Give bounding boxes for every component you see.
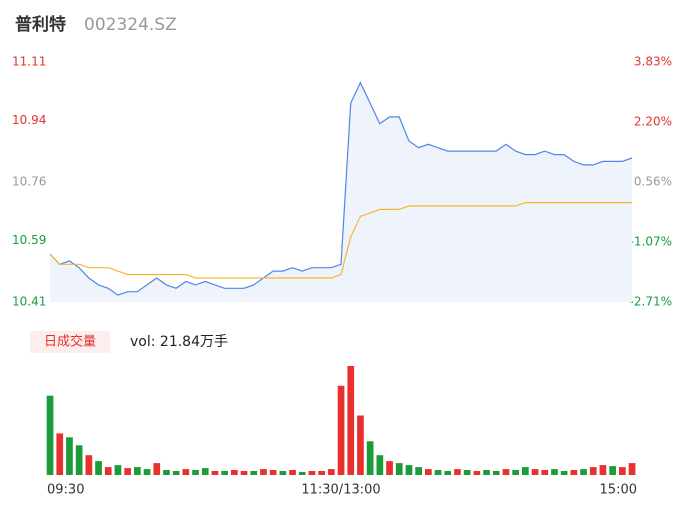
volume-bar [454, 469, 461, 475]
volume-bar [240, 471, 248, 475]
volume-bar [163, 470, 170, 475]
y2-tick-label: 0.56% [634, 175, 672, 189]
volume-bar [434, 470, 442, 475]
y-tick-label: 11.11 [12, 55, 46, 69]
volume-bar [599, 465, 607, 475]
volume-bar [357, 415, 364, 475]
volume-bar [231, 470, 238, 475]
volume-bar [483, 470, 490, 475]
volume-bar [289, 470, 296, 475]
volume-bar [56, 433, 64, 475]
volume-bar [415, 467, 422, 475]
volume-bar [425, 469, 432, 475]
volume-bar [560, 471, 568, 475]
volume-bar [395, 463, 403, 475]
volume-bar [260, 469, 267, 475]
volume-bar [211, 471, 219, 475]
y-tick-label: 10.94 [12, 113, 46, 127]
volume-bar [405, 465, 413, 475]
volume-bar [182, 469, 190, 475]
volume-bar [75, 445, 83, 475]
volume-bar [492, 471, 500, 475]
volume-bar [541, 470, 549, 475]
volume-bar [347, 366, 355, 475]
volume-bar [337, 385, 345, 475]
volume-total: vol: 21.84万手 [130, 334, 228, 350]
y-tick-label: 10.76 [12, 175, 46, 189]
volume-bar [308, 471, 316, 475]
average-line [49, 202, 632, 279]
x-tick-label: 09:30 [47, 483, 84, 498]
volume-bar [114, 465, 122, 475]
x-tick-label: 11:30/13:00 [301, 483, 380, 498]
volume-bar [104, 467, 112, 475]
volume-bar [531, 469, 539, 475]
volume-bar [570, 470, 578, 475]
volume-bar [298, 472, 306, 475]
volume-bar [444, 471, 452, 475]
volume-bar [134, 467, 141, 475]
volume-bar [85, 455, 93, 475]
volume-bar [328, 469, 335, 475]
y2-tick-label: 2.20% [634, 114, 672, 128]
volume-bar [124, 468, 131, 475]
volume-bar [619, 467, 626, 475]
volume-bar [628, 463, 636, 475]
y-tick-label: 10.41 [12, 295, 46, 309]
volume-bar [580, 469, 587, 475]
volume-tag: 日成交量 [44, 334, 96, 350]
volume-bar [192, 470, 199, 475]
x-tick-label: 15:00 [600, 483, 637, 498]
volume-tag-bg [30, 331, 110, 353]
volume-bar [279, 471, 287, 475]
y2-tick-label: -1.07% [630, 234, 672, 248]
y-tick-label: 10.59 [12, 233, 46, 247]
volume-bar [522, 467, 529, 475]
volume-bar [153, 463, 161, 475]
volume-bar [512, 470, 519, 475]
volume-bar [143, 469, 151, 475]
y2-tick-label: -2.71% [630, 295, 672, 309]
price-line [49, 81, 633, 296]
y2-tick-label: 3.83% [634, 55, 672, 69]
volume-bar [46, 395, 54, 475]
volume-bar [589, 467, 597, 475]
volume-bar [386, 461, 393, 475]
volume-bar [609, 466, 616, 475]
volume-bar [201, 468, 209, 475]
volume-bar [221, 471, 228, 475]
volume-bar [269, 470, 277, 475]
price-area [50, 82, 632, 302]
volume-bar [172, 471, 180, 475]
volume-bar [366, 441, 374, 475]
stock-code: 002324.SZ [84, 15, 177, 35]
volume-bar [463, 470, 471, 475]
stock-name: 普利特 [15, 14, 66, 35]
volume-bar [376, 455, 384, 475]
volume-bar [66, 437, 73, 475]
volume-bar [551, 469, 558, 475]
volume-bar [95, 461, 102, 475]
volume-bar [318, 471, 325, 475]
volume-bar [250, 471, 258, 475]
volume-bar [502, 469, 510, 475]
volume-bar [473, 471, 481, 475]
